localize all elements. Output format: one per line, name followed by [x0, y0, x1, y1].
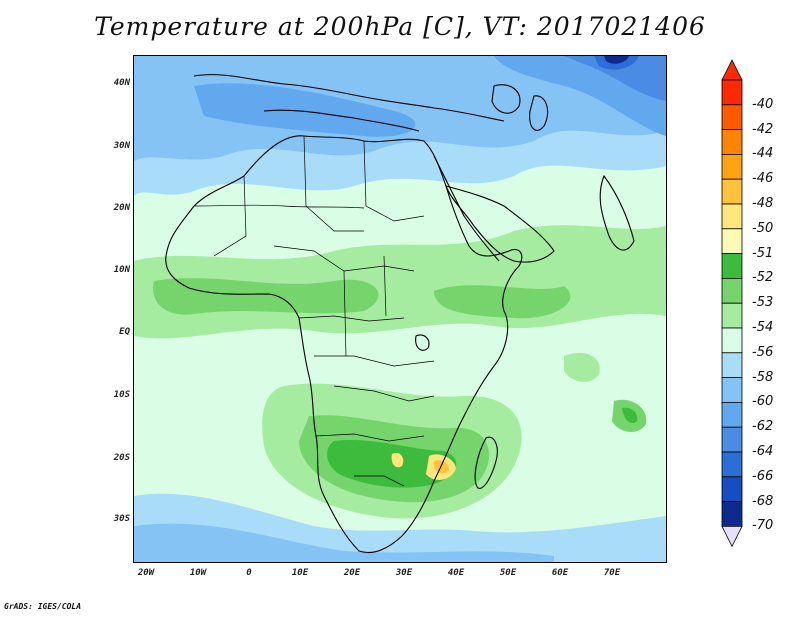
- lat-label-20n: 20N: [113, 203, 130, 213]
- lon-label-0: 0: [246, 568, 252, 578]
- field-blob-indian-ocean-north: [564, 352, 600, 382]
- field-band-53-west: [153, 278, 379, 315]
- lon-label-30e: 30E: [395, 568, 413, 578]
- lat-label-20s: 20S: [113, 453, 130, 463]
- country-borders: [193, 135, 435, 487]
- map-title: Temperature at 200hPa [C], VT: 201702140…: [94, 12, 706, 41]
- colorbar-swatch: [721, 154, 743, 180]
- colorbar-label: -46: [752, 171, 774, 187]
- colorbar-swatch: [721, 352, 743, 378]
- field-band-58-south: [134, 523, 554, 562]
- colorbar-label: -48: [752, 196, 774, 211]
- coastlines: [165, 74, 635, 554]
- colorbar-swatch: [721, 178, 743, 205]
- colorbar-swatch: [721, 228, 743, 255]
- colorbar-label: -42: [752, 121, 774, 137]
- colorbar-swatch: [721, 302, 743, 329]
- lon-label-20e: 20E: [343, 568, 361, 578]
- lon-label-70e: 70E: [603, 568, 621, 578]
- lon-label-20w: 20W: [137, 568, 155, 578]
- field-band-50-zimbabwe: [391, 452, 404, 468]
- colorbar-label: -60: [752, 394, 774, 410]
- lat-label-10n: 10N: [113, 265, 130, 275]
- colorbar-label: -70: [752, 518, 774, 534]
- colorbar-swatch: [721, 401, 743, 428]
- field-blob-indian-ocean-core: [622, 407, 638, 424]
- colorbar-swatch: [721, 79, 743, 106]
- lat-label-10s: 10S: [113, 390, 130, 400]
- colorbar-label: -66: [752, 468, 774, 484]
- field-band-70: [604, 56, 629, 64]
- colorbar-swatch: [721, 104, 743, 130]
- field-band-58: [134, 56, 666, 161]
- colorbar-bottom-arrow: [721, 526, 743, 548]
- colorbar-swatch: [721, 426, 743, 453]
- colorbar-label: -44: [752, 146, 774, 162]
- colorbar-swatch: [721, 451, 743, 478]
- colorbar-label: -50: [752, 220, 774, 236]
- colorbar-label: -58: [752, 369, 774, 385]
- field-band-48-mozambique: [434, 460, 450, 474]
- colorbar-label: -62: [752, 419, 774, 435]
- colorbar-label: -56: [752, 344, 774, 360]
- colorbar-label: -53: [752, 295, 774, 311]
- colorbar-label: -64: [752, 444, 774, 459]
- field-band-60-west: [194, 83, 416, 137]
- colorbar-label: -52: [752, 270, 774, 286]
- colorbar-swatch: [721, 377, 743, 403]
- colorbar-swatch: [721, 277, 743, 304]
- colorbar-label: -40: [752, 96, 774, 112]
- lat-label-30n: 30N: [113, 141, 130, 151]
- field-band-62: [564, 56, 666, 101]
- lon-label-60e: 60E: [551, 568, 569, 578]
- colorbar-swatch: [721, 501, 743, 527]
- temperature-map: [133, 55, 667, 563]
- lat-label-eq: EQ: [119, 327, 130, 337]
- colorbar-swatch: [721, 327, 743, 354]
- colorbar: [721, 59, 743, 548]
- colorbar-swatch: [721, 476, 743, 502]
- colorbar-label: -51: [752, 245, 774, 261]
- colorbar-swatch: [721, 129, 743, 155]
- lat-label-40n: 40N: [113, 78, 130, 88]
- colorbar-swatch: [721, 253, 743, 279]
- credit-text: GrADS: IGES/COLA: [4, 602, 82, 611]
- map-canvas: [134, 56, 666, 562]
- lon-label-50e: 50E: [499, 568, 517, 578]
- colorbar-label: -68: [752, 493, 774, 509]
- lon-label-10e: 10E: [291, 568, 309, 578]
- colorbar-swatch: [721, 203, 743, 230]
- lon-label-40e: 40E: [447, 568, 465, 578]
- lat-label-30s: 30S: [113, 514, 130, 524]
- colorbar-label: -54: [752, 320, 774, 335]
- colorbar-top-arrow: [721, 59, 743, 81]
- lon-label-10w: 10W: [189, 568, 207, 578]
